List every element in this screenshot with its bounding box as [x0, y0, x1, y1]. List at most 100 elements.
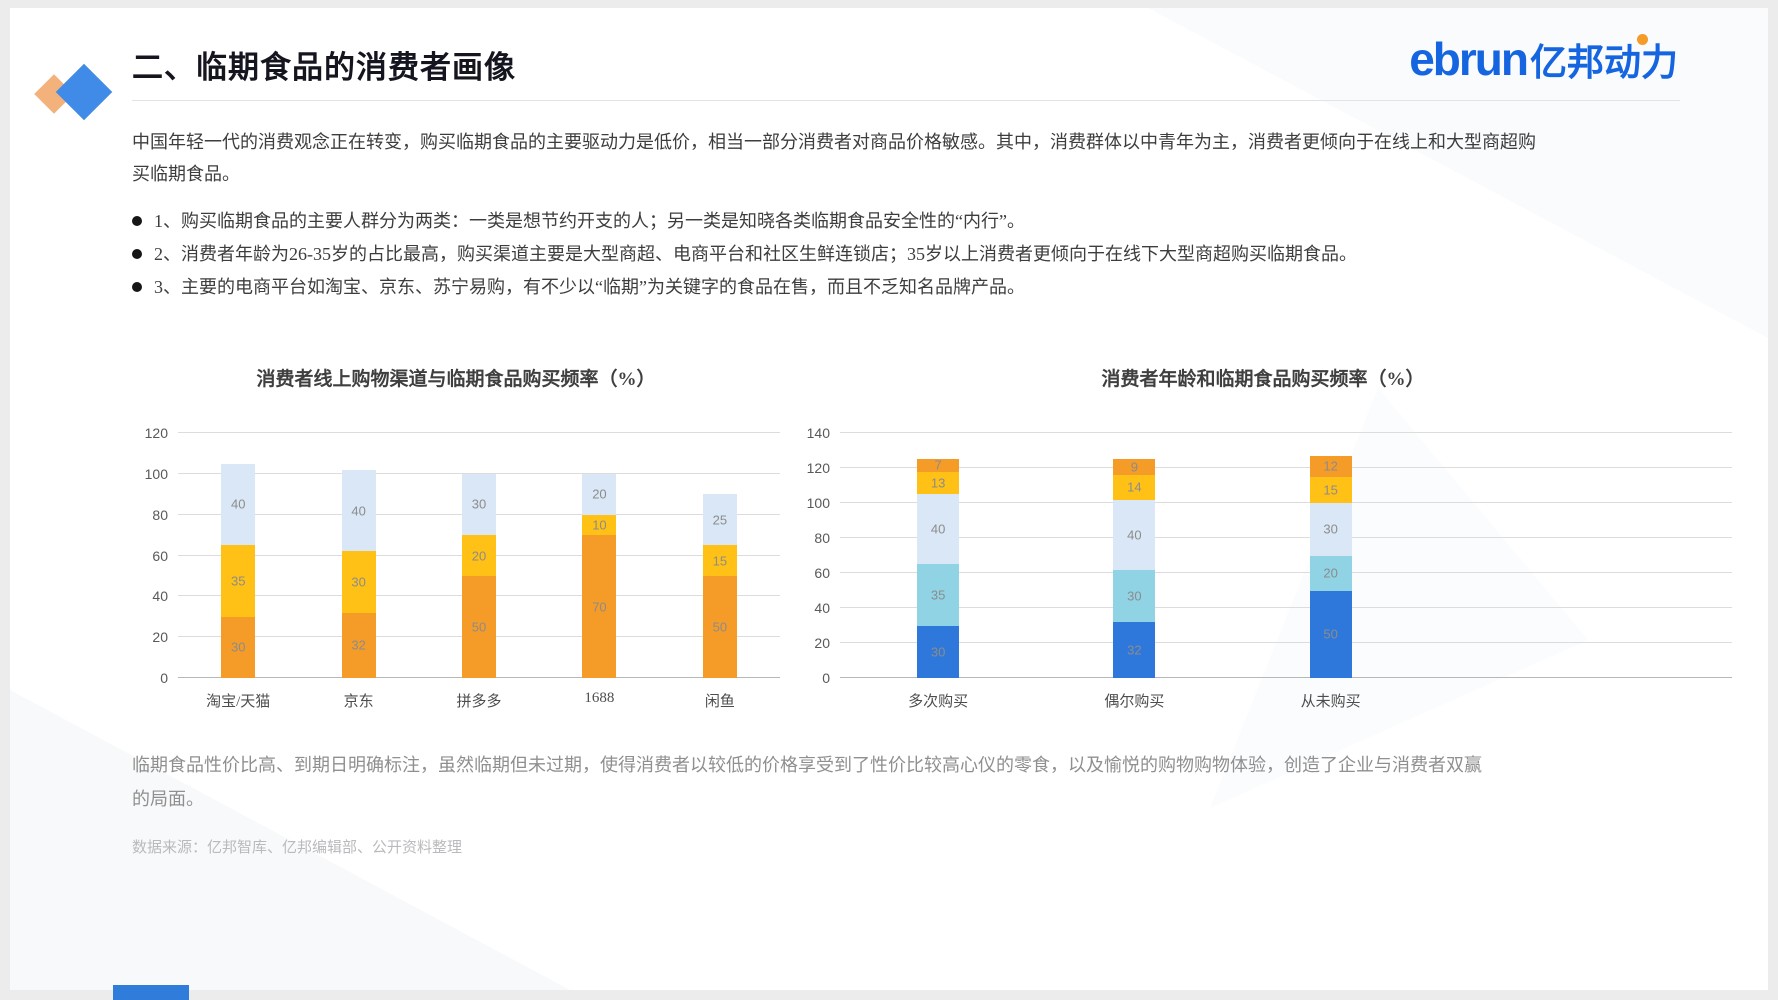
bar-slot: 50 20 30 15 12 — [1232, 433, 1428, 678]
segment-value-label: 35 — [930, 587, 946, 603]
bullet-text: 1、购买临期食品的主要人群分为两类：一类是想节约开支的人；另一类是知晓各类临期食… — [154, 211, 1025, 231]
segment-value-label: 40 — [230, 496, 246, 512]
bar-segment-orange: 50 — [462, 575, 497, 678]
y-tick-label: 0 — [160, 670, 168, 686]
stacked-bar: 30 35 40 — [221, 433, 256, 678]
segment-value-label: 50 — [471, 619, 487, 635]
bullet-item: 1、购买临期食品的主要人群分为两类：一类是想节约开支的人；另一类是知晓各类临期食… — [132, 206, 1582, 237]
segment-value-label: 20 — [592, 486, 607, 502]
bar-segment-gold: 15 — [702, 545, 737, 576]
bars-group: 30 35 40 13 7 32 30 40 14 9 50 20 30 15 12 — [840, 433, 1429, 678]
bar-segment-pale-blue: 30 — [462, 473, 497, 536]
bar-segment-cyan: 35 — [917, 564, 960, 626]
segment-value-label: 40 — [1127, 527, 1142, 542]
y-tick-label: 20 — [152, 629, 168, 646]
chart-body: 0 20 40 60 80 100 120 140 30 35 40 13 7 32 30 40 14 9 50 2… — [794, 425, 1732, 711]
bar-segment-pale-blue: 40 — [917, 494, 960, 565]
y-tick-label: 100 — [806, 495, 830, 511]
y-tick-label: 20 — [814, 635, 830, 651]
bar-slot: 30 35 40 — [178, 433, 298, 678]
bottom-accent-bar — [113, 985, 189, 1000]
bullet-list: 1、购买临期食品的主要人群分为两类：一类是想节约开支的人；另一类是知晓各类临期食… — [132, 206, 1582, 305]
bullet-item: 3、主要的电商平台如淘宝、京东、苏宁易购，有不少以“临期”为关键字的食品在售，而… — [132, 272, 1582, 303]
bar-slot: 70 10 20 — [539, 433, 659, 678]
gridline — [840, 607, 1732, 608]
segment-value-label: 20 — [1323, 565, 1338, 581]
bar-segment-orange: 30 — [221, 616, 256, 678]
y-tick-label: 100 — [144, 465, 168, 482]
x-tick-label: 闲鱼 — [704, 694, 735, 710]
chart-title: 消费者年龄和临期食品购买频率（%） — [1101, 369, 1425, 390]
segment-value-label: 13 — [930, 475, 946, 491]
segment-value-label: 50 — [712, 619, 728, 635]
stacked-bar: 50 15 25 — [702, 433, 737, 678]
segment-value-label: 15 — [1323, 482, 1338, 498]
gridline — [840, 432, 1732, 433]
chart-online-channels: 消费者线上购物渠道与临期食品购买频率（%） 0 20 40 60 80 100 120 30… — [132, 364, 780, 711]
bar-segment-orange: 9 — [1113, 459, 1156, 475]
y-axis: 0 20 40 60 80 100 120 — [132, 425, 178, 686]
bullet-icon — [132, 216, 142, 226]
segment-value-label: 20 — [471, 548, 487, 563]
logo-wordmark-en: ebrun — [1409, 33, 1529, 85]
gridline — [840, 502, 1732, 503]
bar-segment-orange: 50 — [702, 575, 737, 678]
stacked-bar: 32 30 40 14 9 — [1113, 433, 1156, 678]
segment-value-label: 30 — [471, 496, 487, 512]
bullet-icon — [132, 281, 142, 292]
bar-segment-gold: 35 — [221, 545, 256, 617]
stacked-bar: 50 20 30 15 12 — [1309, 433, 1352, 678]
plot-area: 30 35 40 32 30 40 50 20 30 70 10 20 50 15 25 — [178, 432, 780, 678]
bar-slot: 32 30 40 14 9 — [1036, 433, 1232, 678]
bar-segment-blue: 50 — [1309, 590, 1352, 678]
y-tick-label: 0 — [822, 670, 830, 686]
bar-segment-cyan: 20 — [1309, 555, 1352, 591]
bar-segment-blue: 30 — [917, 625, 960, 678]
x-tick-label: 拼多多 — [456, 694, 502, 710]
x-tick-label: 淘宝/天猫 — [206, 694, 271, 710]
segment-value-label: 9 — [1130, 459, 1138, 475]
y-tick-label: 120 — [144, 425, 168, 441]
stacked-bar: 70 10 20 — [582, 433, 617, 678]
bar-segment-gold: 30 — [341, 551, 376, 613]
y-tick-label: 40 — [152, 588, 168, 605]
diamond-blue-icon — [55, 63, 113, 121]
segment-value-label: 40 — [351, 503, 366, 519]
bullet-item: 2、消费者年龄为26-35岁的占比最高，购买渠道主要是大型商超、电商平台和社区生… — [132, 239, 1582, 270]
plot-column: 30 35 40 13 7 32 30 40 14 9 50 20 30 15 12 多次购买 偶尔购买 从未购… — [840, 432, 1732, 711]
gridline — [840, 537, 1732, 538]
y-tick-label: 60 — [814, 565, 830, 581]
bar-segment-cyan: 30 — [1113, 569, 1156, 622]
bar-segment-pale-blue: 20 — [582, 473, 617, 515]
bullet-text: 2、消费者年龄为26-35岁的占比最高，购买渠道主要是大型商超、电商平台和社区生… — [154, 243, 1357, 264]
segment-value-label: 10 — [592, 517, 607, 533]
stacked-bar: 30 35 40 13 7 — [917, 433, 960, 678]
bar-segment-gold: 14 — [1113, 475, 1156, 500]
bar-segment-gold: 20 — [462, 535, 497, 576]
gridline — [840, 642, 1732, 643]
chart-age-frequency: 消费者年龄和临期食品购买频率（%） 0 20 40 60 80 100 120 140 30 3… — [794, 364, 1732, 711]
stacked-bar: 32 30 40 — [341, 433, 376, 678]
y-tick-label: 80 — [814, 530, 830, 546]
bar-segment-orange: 7 — [917, 459, 960, 472]
bullet-icon — [132, 248, 142, 259]
page-title: 二、临期食品的消费者画像 — [132, 50, 516, 85]
segment-value-label: 30 — [351, 574, 366, 590]
y-tick-label: 80 — [152, 506, 168, 523]
slide-content: 二、临期食品的消费者画像 ebrun 亿邦动力 中国年轻一代的消费观念正在转变，… — [10, 8, 1768, 990]
bar-slot: 50 15 25 — [660, 433, 780, 678]
segment-value-label: 40 — [930, 521, 946, 537]
x-tick-label: 京东 — [343, 694, 374, 710]
data-source: 数据来源：亿邦智库、亿邦编辑部、公开资料整理 — [132, 840, 463, 856]
gridline — [178, 432, 780, 433]
bar-segment-pale-blue: 40 — [1113, 499, 1156, 570]
bar-segment-gold: 10 — [582, 514, 617, 536]
gridline — [840, 467, 1732, 468]
plot-column: 30 35 40 32 30 40 50 20 30 70 10 20 50 15 25 淘宝/天猫 京东 拼多… — [178, 432, 780, 711]
y-tick-label: 140 — [806, 425, 830, 441]
x-tick-label: 多次购买 — [908, 694, 969, 710]
intro-paragraph: 中国年轻一代的消费观念正在转变，购买临期食品的主要驱动力是低价，相当一部分消费者… — [132, 132, 1536, 185]
bar-segment-pale-blue: 40 — [221, 463, 256, 546]
bar-segment-blue: 32 — [1113, 622, 1156, 678]
